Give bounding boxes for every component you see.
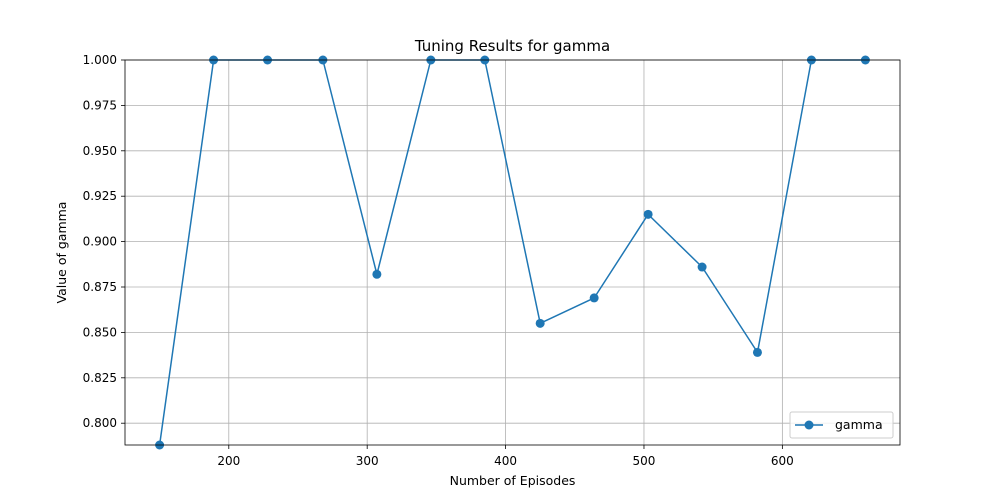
data-point [752,347,762,357]
data-point [697,262,707,272]
y-tick-label: 0.975 [83,98,117,112]
data-point [589,293,599,303]
y-tick-label: 0.950 [83,144,117,158]
y-tick-label: 1.000 [83,53,117,67]
legend-box [789,411,894,439]
y-tick-label: 0.850 [83,325,117,339]
legend-marker-swatch [804,420,814,430]
x-axis: 200 300 400 500 600 [217,445,794,468]
plot-area-frame [124,59,901,446]
x-tick-label: 500 [633,454,656,468]
y-tick-label: 0.900 [83,235,117,249]
data-point [535,318,545,328]
y-tick-label: 0.925 [83,189,117,203]
legend: gamma [789,411,894,439]
x-axis-title: Number of Episodes [450,473,576,488]
x-tick-label: 400 [494,454,517,468]
x-tick-label: 300 [356,454,379,468]
legend-entry-gamma: gamma [835,417,883,432]
data-point [643,209,653,219]
data-point [372,269,382,279]
y-tick-label: 0.800 [83,416,117,430]
y-axis: 0.800 0.825 0.850 0.875 0.900 0.925 0.950 0.975… [83,53,125,430]
series-layer [155,55,870,450]
x-tick-label: 200 [217,454,240,468]
x-tick-label: 600 [771,454,794,468]
chart-title: Tuning Results for gamma [414,37,610,55]
y-tick-label: 0.825 [83,371,117,385]
y-tick-label: 0.875 [83,280,117,294]
y-axis-title: Value of gamma [54,202,69,304]
